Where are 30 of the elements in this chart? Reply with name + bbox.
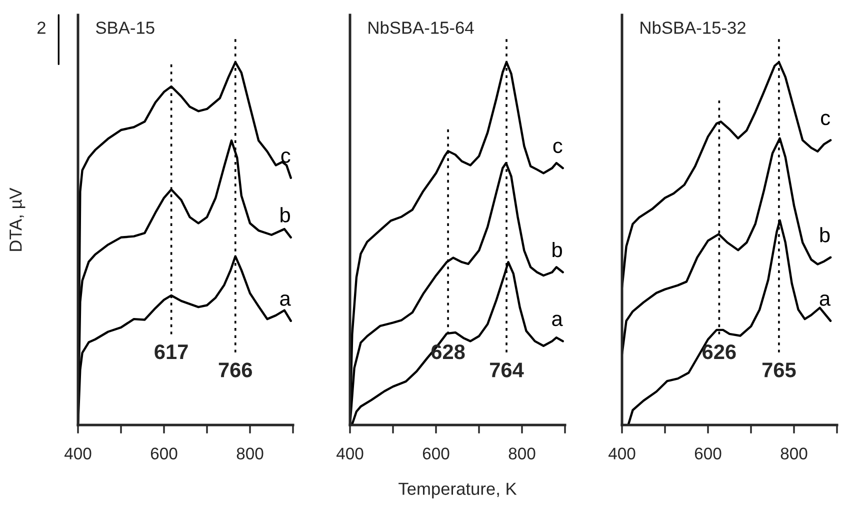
series-label: c [821,114,830,126]
chart-title: NbSBA-15-64 [368,21,474,34]
series-label: b [280,207,290,222]
x-tick-label: 800 [780,448,808,460]
ref-line-label: 628 [431,344,465,360]
x-tick-label: 800 [508,448,536,460]
x-tick-label: 400 [608,448,636,460]
chart-title: NbSBA-15-32 [640,21,746,34]
series-label: a [280,294,291,306]
x-tick-label: 600 [694,448,722,460]
ref-line-label: 764 [490,362,524,378]
series-label: b [820,227,830,242]
ref-line-label: 765 [762,362,796,378]
series-label: c [553,142,562,154]
x-tick-label: 600 [150,448,178,460]
chart-title: SBA-15 [96,22,154,34]
y-axis-title: DTA, µV [10,188,26,251]
x-tick-label: 800 [236,448,264,460]
ref-line-label: 617 [154,344,188,360]
series-label: a [820,294,831,306]
ref-line-label: 626 [702,344,736,360]
x-tick-label: 400 [336,448,364,460]
series-label: c [281,151,290,163]
series-label: b [552,242,562,258]
x-axis-title: Temperature, K [398,482,517,498]
ref-line-label: 766 [218,362,252,378]
series-label: a [552,314,563,326]
x-tick-label: 400 [64,448,92,460]
text: 2 [37,22,46,34]
x-tick-label: 600 [422,448,450,460]
